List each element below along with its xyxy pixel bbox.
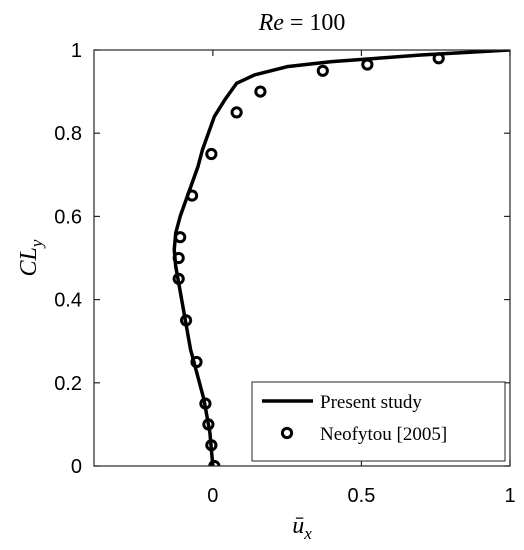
y-tick-label: 0.2 xyxy=(54,373,82,395)
legend: Present study Neofytou [2005] xyxy=(252,382,505,461)
x-axis-label-base: ū xyxy=(292,513,304,539)
legend-label-present-study: Present study xyxy=(320,392,422,413)
chart-title-value: = 100 xyxy=(284,10,346,36)
y-tick-label: 0.6 xyxy=(54,206,82,228)
x-axis-label-subscript: x xyxy=(303,524,312,543)
legend-label-neofytou: Neofytou [2005] xyxy=(320,424,447,445)
y-tick-label: 0.4 xyxy=(54,290,82,312)
x-tick-label: 0.5 xyxy=(348,485,376,507)
y-axis-label-base: CL xyxy=(16,247,42,276)
chart-title-symbol: Re xyxy=(258,10,285,36)
x-tick-label: 0 xyxy=(207,485,218,507)
chart-title: Re = 100 xyxy=(258,10,346,36)
y-axis-label: CLy xyxy=(16,239,46,276)
x-axis-label: ūx xyxy=(292,513,312,543)
y-tick-label: 0.8 xyxy=(54,123,82,145)
x-tick-label: 1 xyxy=(504,485,515,507)
y-tick-label: 1 xyxy=(71,40,82,62)
y-tick-label: 0 xyxy=(71,456,82,478)
y-axis-label-subscript: y xyxy=(27,239,46,249)
